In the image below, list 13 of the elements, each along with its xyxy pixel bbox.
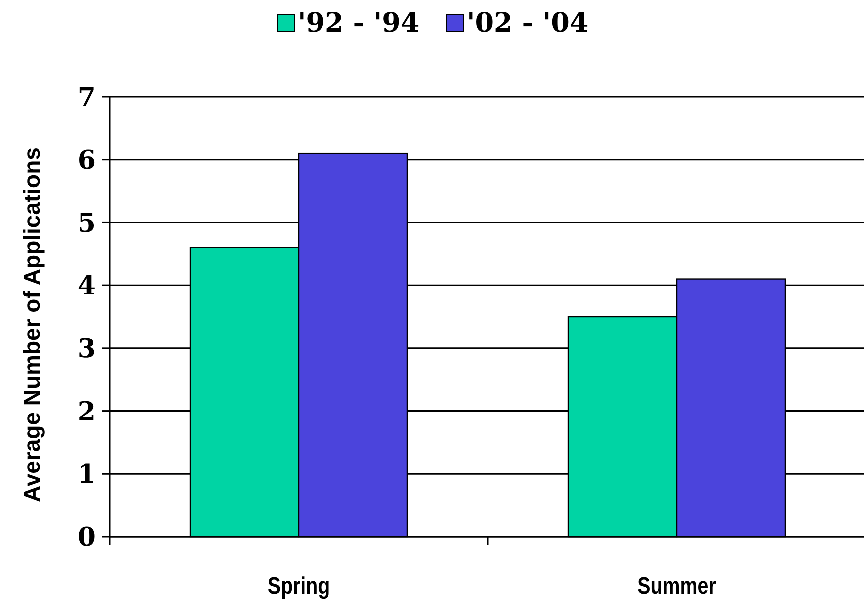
x-tick-label: Summer xyxy=(638,572,717,600)
y-tick-label: 5 xyxy=(78,208,96,239)
y-tick-label: 1 xyxy=(78,460,96,490)
legend-label: '02 - '04 xyxy=(467,8,589,39)
y-tick-label: 6 xyxy=(78,146,96,176)
y-tick-label: 2 xyxy=(78,397,96,428)
y-axis-title: Average Number of Applications xyxy=(19,148,45,502)
legend-label: '92 - '94 xyxy=(298,8,420,39)
y-tick-label: 0 xyxy=(78,523,96,554)
y-tick-label: 3 xyxy=(78,334,96,365)
y-tick-label: 7 xyxy=(78,83,96,114)
x-tick-label: Spring xyxy=(268,572,330,600)
y-tick-label: 4 xyxy=(78,272,96,302)
